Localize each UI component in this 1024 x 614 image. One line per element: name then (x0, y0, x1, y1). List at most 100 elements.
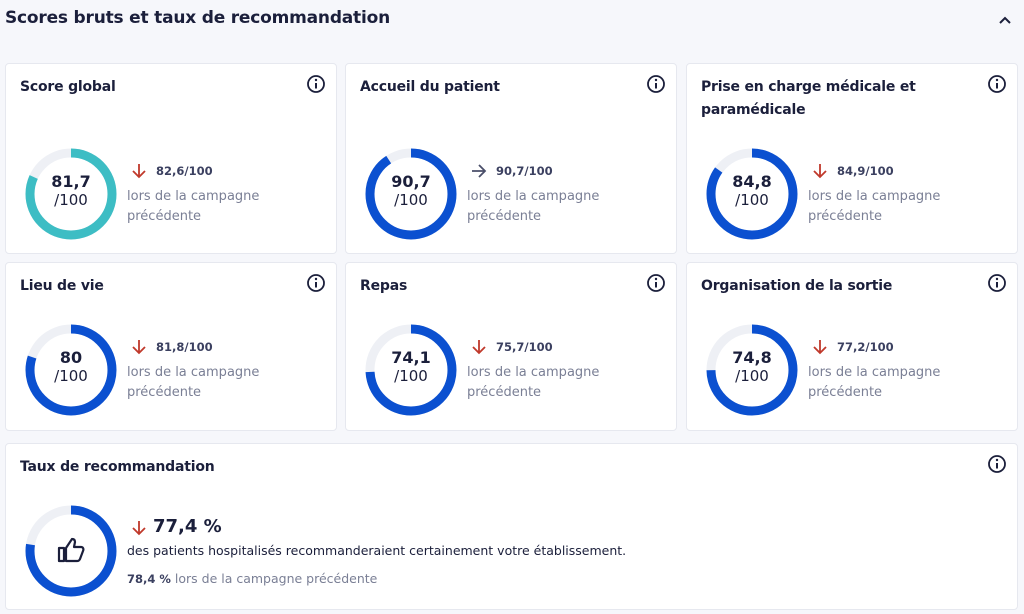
score-max: /100 (735, 367, 769, 385)
previous-line: 78,4 % lors de la campagne précédente (127, 571, 377, 586)
previous-score: 84,9/100 (837, 164, 894, 178)
score-max: /100 (394, 367, 428, 385)
info-icon[interactable] (987, 74, 1007, 94)
trend-arrow (132, 340, 146, 355)
previous-note: lors de la campagne précédente (467, 189, 600, 224)
info-dot (314, 277, 318, 281)
arrow-right (472, 164, 487, 178)
gauge (706, 148, 798, 240)
trend-arrow (813, 340, 827, 355)
info-icon[interactable] (987, 454, 1007, 474)
info-icon[interactable] (987, 273, 1007, 293)
previous-note: lors de la campagne précédente (808, 365, 941, 400)
score-value: 80 (59, 348, 83, 367)
score-value: 74,1 (391, 348, 431, 367)
info-dot (654, 78, 658, 82)
info-icon[interactable] (306, 74, 326, 94)
previous-note: lors de la campagne précédente (174, 571, 378, 586)
thumbs-up-icon (57, 537, 85, 563)
score-max: /100 (735, 191, 769, 209)
score-max: /100 (394, 191, 428, 209)
gauge (365, 148, 457, 240)
trend-arrow (472, 164, 487, 178)
gauge (25, 505, 117, 597)
info-dot (995, 277, 999, 281)
score-card: Repas 74,1/100 75,7/100 lors de la campagne… (345, 262, 677, 431)
recommendation-card: Taux de recommandation 77,4 % des patients… (5, 443, 1018, 610)
score-card: Score global 81,7/100 82,6/100 lors de la c… (5, 63, 337, 254)
previous-score: 75,7/100 (496, 340, 553, 354)
gauge-arc (25, 148, 117, 240)
previous-score: 81,8/100 (156, 340, 213, 354)
info-circle (647, 274, 665, 292)
info-dot (995, 78, 999, 82)
score-card: Organisation de la sortie 74,8/100 77,2/10… (686, 262, 1018, 431)
info-circle (307, 75, 325, 93)
arrow-down (472, 340, 486, 355)
score-card: Prise en charge médicale et paramédicale… (686, 63, 1018, 254)
arrow-down (813, 340, 827, 355)
info-circle (988, 274, 1006, 292)
arrow-down (132, 521, 146, 536)
trend-arrow (472, 340, 486, 355)
info-circle (307, 274, 325, 292)
trend-arrow (132, 164, 146, 179)
card-title: Repas (360, 278, 408, 294)
gauge-arc (706, 148, 798, 240)
score: 80/100 (21, 348, 121, 385)
previous-score: 77,2/100 (837, 340, 894, 354)
trend-arrow (813, 164, 827, 179)
info-icon[interactable] (646, 273, 666, 293)
info-circle (647, 75, 665, 93)
score: 74,8/100 (702, 348, 802, 385)
score-value: 84,8 (732, 172, 772, 191)
card-title: Score global (20, 79, 116, 95)
gauge (365, 324, 457, 416)
gauge-arc (365, 324, 457, 416)
info-circle (988, 75, 1006, 93)
gauge-arc (365, 148, 457, 240)
score-max: /100 (54, 191, 88, 209)
info-circle (988, 455, 1006, 473)
trend-arrow (132, 521, 146, 536)
previous-note: lors de la campagne précédente (808, 189, 941, 224)
info-dot (314, 78, 318, 82)
gauge-arc (25, 505, 117, 597)
score-value: 90,7 (391, 172, 431, 191)
card-title: Taux de recommandation (20, 459, 215, 475)
score: 74,1/100 (361, 348, 461, 385)
gauge (706, 324, 798, 416)
score-max: /100 (54, 367, 88, 385)
score: 90,7/100 (361, 172, 461, 209)
previous-score: 82,6/100 (156, 164, 213, 178)
previous-note: lors de la campagne précédente (127, 189, 260, 224)
previous-note: lors de la campagne précédente (127, 365, 260, 400)
arrow-down (813, 164, 827, 179)
card-title: Accueil du patient (360, 79, 500, 95)
gauge-arc (25, 324, 117, 416)
card-title: Organisation de la sortie (701, 278, 893, 294)
previous-rate: 78,4 % (127, 572, 171, 586)
score: 84,8/100 (702, 172, 802, 209)
info-dot (654, 277, 658, 281)
score-value: 74,8 (732, 348, 772, 367)
info-icon[interactable] (306, 273, 326, 293)
recommendation-rate: 77,4 % (153, 516, 222, 537)
arrow-down (132, 340, 146, 355)
gauge (25, 148, 117, 240)
score-value: 81,7 (51, 172, 91, 191)
info-dot (995, 458, 999, 462)
section-title: Scores bruts et taux de recommandation (5, 8, 390, 28)
previous-note: lors de la campagne précédente (467, 365, 600, 400)
previous-score: 90,7/100 (496, 164, 553, 178)
arrow-down (132, 164, 146, 179)
card-title: Lieu de vie (20, 278, 104, 294)
collapse-toggle[interactable] (998, 14, 1012, 26)
score: 81,7/100 (21, 172, 121, 209)
score-card: Lieu de vie 80/100 81,8/100 lors de la camp… (5, 262, 337, 431)
gauge (25, 324, 117, 416)
info-icon[interactable] (646, 74, 666, 94)
score-card: Accueil du patient 90,7/100 90,7/100 lors d… (345, 63, 677, 254)
gauge-arc (706, 324, 798, 416)
